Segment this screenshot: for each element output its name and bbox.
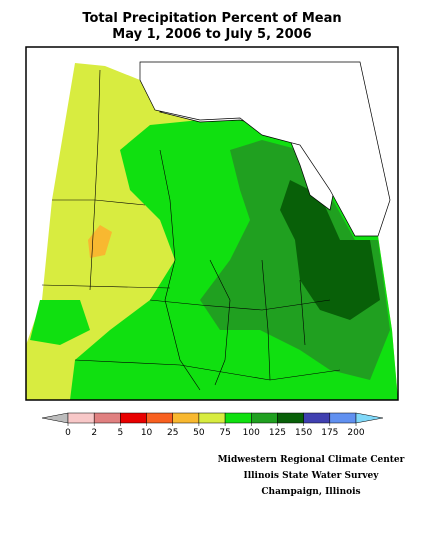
legend: 0 2 5 10 25 50 75 100 125 150 175 200 <box>41 412 384 438</box>
legend-tick-label: 175 <box>321 428 338 438</box>
legend-swatch <box>303 412 331 424</box>
legend-swatch <box>224 412 252 424</box>
legend-swatch <box>146 412 173 424</box>
legend-tick-label: 5 <box>117 428 123 438</box>
legend-swatch <box>67 412 95 424</box>
legend-tick-label: 200 <box>347 428 364 438</box>
legend-swatch <box>93 412 121 424</box>
canada <box>139 61 391 237</box>
legend-swatch <box>277 412 304 424</box>
credit: Champaign, Illinois <box>261 487 360 497</box>
legend-tick-label: 2 <box>91 428 97 438</box>
region <box>88 225 112 258</box>
legend-end <box>41 412 69 424</box>
legend-end <box>355 412 384 424</box>
legend-tick-label: 10 <box>141 428 153 438</box>
state-lines <box>41 69 341 391</box>
legend-swatch <box>198 412 226 424</box>
legend-tick-label: 100 <box>243 428 260 438</box>
title-line: Total Precipitation Percent of Mean <box>82 11 341 26</box>
legend-tick-label: 150 <box>295 428 312 438</box>
legend-tick-label: 75 <box>219 428 230 438</box>
legend-tick-label: 125 <box>269 428 286 438</box>
region <box>280 180 380 320</box>
legend-swatch <box>329 412 357 424</box>
legend-swatch <box>120 412 147 424</box>
legend-tick-label: 50 <box>193 428 205 438</box>
region <box>30 300 90 345</box>
map-frame <box>25 46 399 401</box>
region <box>200 140 390 380</box>
map <box>25 46 399 401</box>
legend-swatch <box>251 412 278 424</box>
title-line: May 1, 2006 to July 5, 2006 <box>112 27 311 42</box>
legend-tick-label: 0 <box>65 428 71 438</box>
credit: Illinois State Water Survey <box>243 471 379 481</box>
legend-tick-label: 25 <box>167 428 178 438</box>
legend-swatch <box>172 412 200 424</box>
credit: Midwestern Regional Climate Center <box>218 455 405 465</box>
